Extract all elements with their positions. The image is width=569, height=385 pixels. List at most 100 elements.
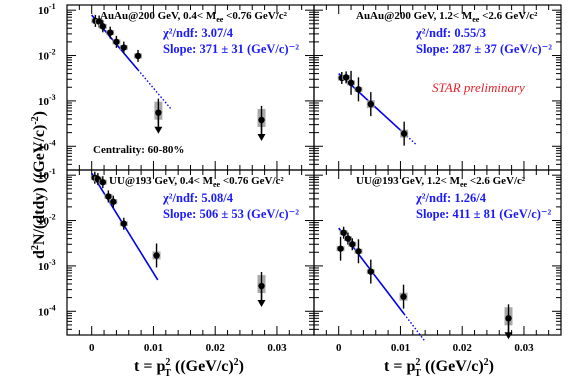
panel-label-pre: AuAu@200 GeV, 1.2< M: [356, 10, 473, 22]
panel-label: AuAu@200 GeV, 1.2< Mee <2.6 GeV/c²: [356, 10, 538, 24]
upper-limit-arrow: [154, 126, 163, 134]
y-axis-title: d2N/(dtdy) ((GeV/c)-2): [30, 111, 48, 259]
data-point: [120, 220, 128, 227]
preliminary-label: STAR preliminary: [432, 80, 525, 95]
y-title-sup2: 2: [30, 245, 41, 250]
y-tick-label: 10-2: [38, 48, 56, 63]
panel-label-pre: UU@193 GeV, 1.2< M: [356, 175, 461, 187]
fit-chi2: χ²/ndf: 1.26/4: [415, 191, 487, 205]
fit-line-extrapolation: [137, 69, 172, 110]
data-point: [153, 252, 160, 259]
upper-limit-arrow: [257, 300, 266, 308]
y-tick-label: 10-3: [38, 258, 56, 273]
upper-limit-arrow: [504, 332, 513, 340]
data-point: [367, 268, 375, 275]
fit-slope: Slope: 411 ± 81 (GeV/c)⁻²: [416, 207, 552, 221]
fit-slope: Slope: 287 ± 37 (GeV/c)⁻²: [416, 42, 552, 56]
y-title-mid: N/(dtdy) ((GeV/c): [31, 125, 48, 245]
fit-chi2: χ²/ndf: 3.07/4: [162, 26, 234, 40]
y-tick-mantissa: 10: [38, 261, 50, 273]
y-tick-mantissa: 10: [38, 5, 50, 17]
data-point: [347, 79, 355, 87]
x-tick-label: 0.03: [514, 342, 534, 354]
y-tick-exponent: -3: [49, 93, 56, 102]
y-tick-exponent: -1: [49, 167, 56, 176]
y-tick-exponent: -3: [49, 258, 56, 267]
data-point: [105, 193, 112, 200]
data-point: [355, 248, 362, 255]
panel-top-right: AuAu@200 GeV, 1.2< Mee <2.6 GeV/c² χ²/ndf…: [313, 4, 562, 171]
panel-label-post: <2.6 GeV/c²: [479, 10, 538, 22]
panel-label: UU@193 GeV, 1.2< Mee <2.6 GeV/c²: [356, 175, 526, 189]
panel-label-post: <0.76 GeV/c²: [223, 10, 287, 22]
data-point: [99, 23, 107, 30]
y-tick-label: 10-4: [38, 138, 56, 153]
data-point: [367, 100, 375, 108]
data-point: [258, 116, 265, 124]
y-tick-exponent: -4: [49, 138, 56, 147]
panel-label-sub: ee: [460, 180, 468, 189]
fit-chi2: χ²/ndf: 0.55/3: [415, 26, 486, 40]
data-point: [113, 38, 120, 46]
x-axis-title-left: t = p2 T ((GeV/c)2): [134, 357, 244, 379]
y-tick-label: 10-2: [38, 213, 56, 228]
centrality-label: Centrality: 60-80%: [93, 144, 184, 156]
x-tick-label: 0.03: [267, 342, 287, 354]
data-point: [95, 18, 103, 25]
y-title-supm2: -2: [30, 116, 41, 124]
y-tick-label: 10-1: [38, 167, 56, 182]
data-point: [342, 74, 350, 81]
fit-slope: Slope: 506 ± 53 (GeV/c)⁻²: [163, 207, 299, 221]
y-tick-label: 10-4: [38, 303, 56, 318]
data-point: [134, 52, 142, 60]
data-point: [340, 229, 347, 236]
fit-slope: Slope: 371 ± 31 (GeV/c)⁻²: [163, 42, 299, 56]
x-tick-label: 0.01: [391, 342, 410, 354]
data-point: [400, 130, 408, 137]
data-point: [120, 44, 128, 51]
y-tick-label: 10-1: [38, 2, 56, 17]
data-point: [505, 315, 512, 322]
data-point: [349, 241, 356, 248]
panel-label-post: <2.6 GeV/c²: [467, 175, 526, 187]
x-tick-label: 0: [89, 342, 95, 354]
fit-chi2: χ²/ndf: 5.08/4: [162, 191, 234, 205]
data-point: [107, 29, 114, 36]
x-tick-label: 0: [336, 342, 342, 354]
panel-label-post: <0.76 GeV/c²: [220, 175, 284, 187]
data-point: [337, 245, 344, 252]
y-tick-exponent: -4: [49, 303, 56, 312]
x-tick-label: 0.01: [144, 342, 163, 354]
y-tick-mantissa: 10: [38, 96, 50, 108]
fit-line-extrapolation: [403, 313, 426, 342]
panel-bottom-right: 0 0.01 0.02 0.03 UU@193 GeV, 1.2< Mee <2.6 G…: [313, 169, 562, 354]
panel-label: AuAu@200 GeV, 0.4< Mee <0.76 GeV/c²: [100, 10, 288, 24]
data-point: [344, 235, 352, 242]
data-point: [355, 86, 362, 93]
x-tick-label: 0.02: [453, 342, 473, 354]
data-point: [400, 293, 407, 300]
data-point: [110, 198, 117, 205]
y-tick-exponent: -1: [49, 2, 56, 11]
y-tick-mantissa: 10: [38, 216, 50, 228]
y-tick-mantissa: 10: [38, 306, 50, 318]
data-point: [258, 282, 265, 290]
panel-label-pre: UU@193 GeV, 0.4< M: [109, 175, 214, 187]
data-point: [99, 178, 107, 186]
x-axis-title-right: t = p2 T ((GeV/c)2): [384, 357, 494, 379]
panel-label-sub: ee: [213, 180, 221, 189]
upper-limit-arrow: [257, 133, 266, 141]
panel-label-sub: ee: [216, 15, 224, 24]
x-tick-label: 0.02: [206, 342, 226, 354]
y-tick-mantissa: 10: [38, 170, 50, 182]
y-tick-mantissa: 10: [38, 51, 50, 63]
y-tick-label: 10-3: [38, 93, 56, 108]
y-title-close: ): [31, 111, 48, 116]
panel-label: UU@193 GeV, 0.4< Mee <0.76 GeV/c²: [109, 175, 284, 189]
data-point: [155, 109, 162, 116]
panel-label-sub: ee: [472, 15, 480, 24]
y-tick-mantissa: 10: [38, 141, 50, 153]
